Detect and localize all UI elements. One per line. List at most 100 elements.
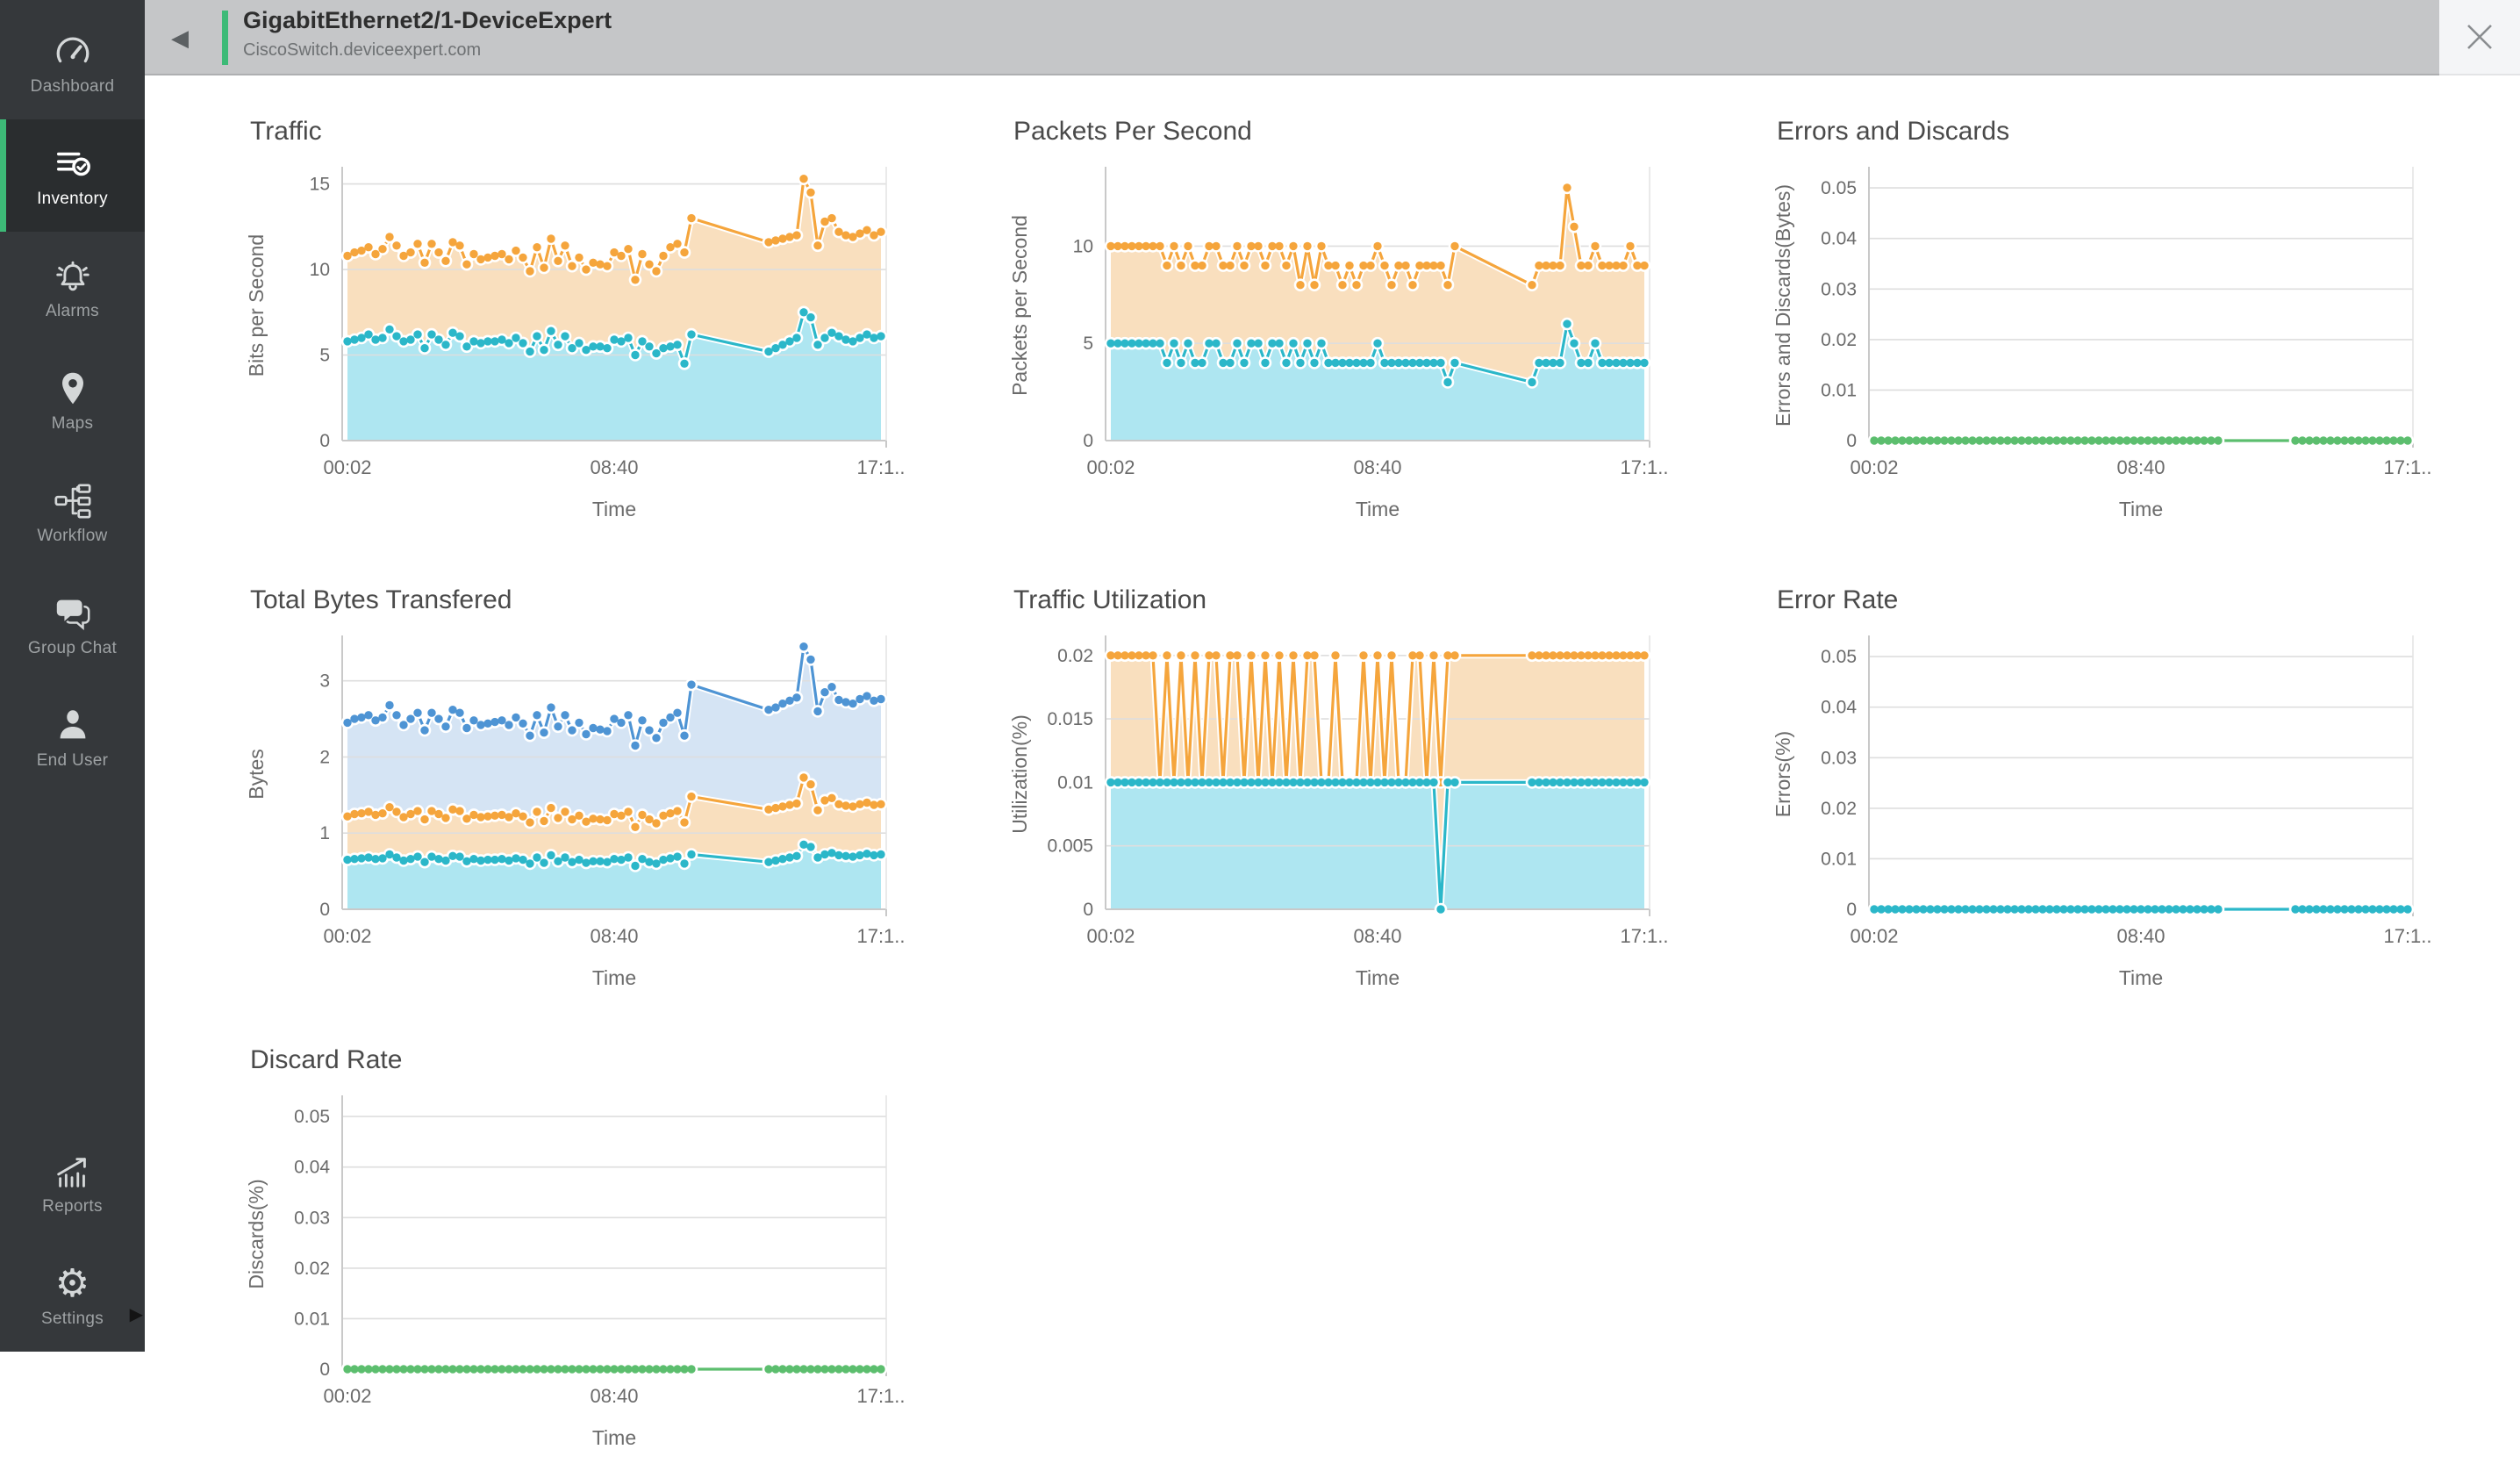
sidebar-item-alarms[interactable]: Alarms [0,232,145,344]
sidebar-item-label: Maps [52,414,94,434]
svg-text:0.04: 0.04 [1821,698,1857,718]
sidebar-spacer [0,793,145,1127]
chat-icon [53,592,93,635]
sidebar-item-label: Alarms [46,302,99,321]
sidebar-item-label: Group Chat [28,639,117,658]
svg-text:08:40: 08:40 [1353,456,1401,478]
svg-text:0.02: 0.02 [1821,799,1857,819]
svg-text:0.01: 0.01 [1821,849,1857,869]
svg-text:0.015: 0.015 [1047,709,1093,729]
svg-text:Time: Time [1356,498,1400,520]
svg-text:Time: Time [2119,966,2163,989]
svg-text:2: 2 [319,747,330,767]
svg-text:0: 0 [1846,431,1857,451]
svg-text:08:40: 08:40 [590,456,638,478]
map-pin-icon [53,367,93,411]
svg-text:0.05: 0.05 [1821,178,1857,198]
svg-text:00:02: 00:02 [1850,925,1898,947]
svg-text:0.01: 0.01 [294,1309,330,1329]
svg-text:17:1..: 17:1.. [856,1385,905,1407]
svg-text:10: 10 [310,260,330,280]
sidebar-item-label: Reports [42,1197,103,1216]
chart-title: Traffic Utilization [1013,581,1693,620]
user-icon [53,704,93,748]
svg-text:0.04: 0.04 [1821,229,1857,249]
svg-text:0: 0 [319,1360,330,1380]
svg-text:17:1..: 17:1.. [1620,925,1668,947]
svg-text:00:02: 00:02 [323,456,371,478]
back-arrow-icon[interactable]: ◀ [171,25,189,52]
svg-text:Time: Time [592,1426,636,1449]
svg-text:00:02: 00:02 [323,1385,371,1407]
svg-text:0: 0 [319,431,330,451]
svg-text:0: 0 [1083,900,1093,920]
svg-text:08:40: 08:40 [590,1385,638,1407]
svg-text:Time: Time [592,966,636,989]
svg-text:Time: Time [592,498,636,520]
svg-text:0.03: 0.03 [294,1208,330,1228]
svg-text:5: 5 [319,346,330,366]
chart-title: Error Rate [1777,581,2457,620]
sidebar-item-label: Dashboard [31,77,115,97]
svg-text:0: 0 [1846,900,1857,920]
sidebar-item-inventory[interactable]: Inventory [0,119,145,232]
svg-text:0: 0 [319,900,330,920]
svg-text:0.03: 0.03 [1821,279,1857,299]
chart-title: Traffic [250,112,930,151]
svg-text:Utilization(%): Utilization(%) [1008,714,1031,833]
svg-text:00:02: 00:02 [1086,925,1135,947]
sidebar-item-workflow[interactable]: Workflow [0,456,145,569]
svg-text:0.01: 0.01 [1821,380,1857,400]
svg-text:0.04: 0.04 [294,1158,330,1178]
svg-text:0.05: 0.05 [1821,647,1857,667]
svg-text:08:40: 08:40 [2116,925,2165,947]
sidebar-item-settings[interactable]: ⚙ Settings [0,1239,145,1352]
sidebar-item-dashboard[interactable]: Dashboard [0,7,145,119]
sidebar-item-group-chat[interactable]: Group Chat [0,569,145,681]
chart-traffic-utilization: Traffic Utilization 0 0.005 0.01 0.015 0.02 U… [1000,581,1693,1011]
svg-text:08:40: 08:40 [590,925,638,947]
svg-text:0.005: 0.005 [1047,836,1093,857]
svg-text:17:1..: 17:1.. [2383,925,2431,947]
sidebar-item-label: End User [37,751,109,771]
svg-text:0.05: 0.05 [294,1107,330,1127]
svg-text:08:40: 08:40 [1353,925,1401,947]
inventory-icon [53,142,93,186]
sidebar-item-label: Inventory [37,190,108,209]
svg-text:00:02: 00:02 [1086,456,1135,478]
sidebar-item-end-user[interactable]: End User [0,681,145,793]
svg-text:00:02: 00:02 [323,925,371,947]
svg-text:Discards(%): Discards(%) [245,1179,268,1288]
svg-text:10: 10 [1073,236,1093,256]
sidebar-item-reports[interactable]: Reports [0,1127,145,1239]
svg-text:3: 3 [319,671,330,692]
sidebar: Dashboard Inventory Alarms Maps Workflow… [0,0,145,1352]
svg-text:15: 15 [310,175,330,195]
close-button[interactable] [2463,20,2496,54]
page-subtitle: CiscoSwitch.deviceexpert.com [243,40,481,61]
chart-title: Errors and Discards [1777,112,2457,151]
reports-icon [53,1150,93,1194]
svg-text:17:1..: 17:1.. [856,456,905,478]
svg-text:0.01: 0.01 [1057,772,1093,793]
svg-text:17:1..: 17:1.. [856,925,905,947]
svg-text:17:1..: 17:1.. [2383,456,2431,478]
sidebar-item-maps[interactable]: Maps [0,344,145,456]
svg-text:0: 0 [1083,431,1093,451]
titlebar: ◀ GigabitEthernet2/1-DeviceExpert CiscoS… [145,0,2439,75]
chart-title: Packets Per Second [1013,112,1693,151]
sidebar-expand-icon[interactable]: ▶ [130,1303,143,1325]
svg-text:Time: Time [1356,966,1400,989]
svg-text:0.02: 0.02 [1057,646,1093,666]
chart-plot-utilization[interactable]: 0 0.005 0.01 0.015 0.02 Utilization(%) 00:02 08… [1000,632,1693,1011]
